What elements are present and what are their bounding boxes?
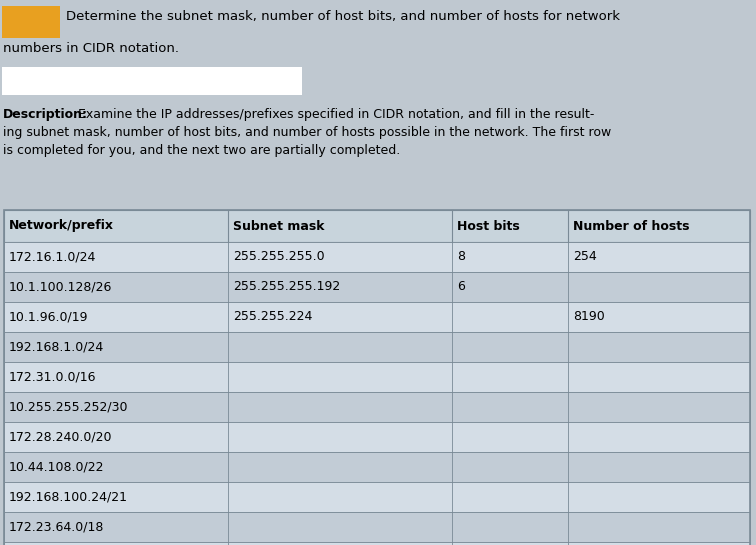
Bar — [4, 332, 750, 362]
Text: 172.28.240.0/20: 172.28.240.0/20 — [9, 431, 113, 444]
Bar — [4, 542, 750, 545]
Text: 255.255.255.0: 255.255.255.0 — [233, 251, 324, 263]
Text: 6: 6 — [457, 281, 465, 294]
Bar — [4, 302, 750, 332]
Bar — [2, 67, 302, 95]
Bar — [4, 210, 750, 545]
Bar — [2, 6, 60, 38]
Text: 192.168.1.0/24: 192.168.1.0/24 — [9, 341, 104, 354]
Text: 10.44.108.0/22: 10.44.108.0/22 — [9, 461, 104, 474]
Bar — [4, 210, 750, 242]
Text: 10.1.96.0/19: 10.1.96.0/19 — [9, 311, 88, 324]
Text: 172.31.0.0/16: 172.31.0.0/16 — [9, 371, 97, 384]
Bar — [4, 392, 750, 422]
Text: 8190: 8190 — [573, 311, 605, 324]
Bar — [4, 482, 750, 512]
Text: Determine the subnet mask, number of host bits, and number of hosts for network: Determine the subnet mask, number of hos… — [66, 10, 620, 23]
Text: 255.255.224: 255.255.224 — [233, 311, 312, 324]
Bar — [4, 452, 750, 482]
Text: 10.255.255.252/30: 10.255.255.252/30 — [9, 401, 129, 414]
Text: Description:: Description: — [3, 108, 88, 121]
Bar — [4, 272, 750, 302]
Bar — [4, 422, 750, 452]
Bar — [4, 362, 750, 392]
Text: is completed for you, and the next two are partially completed.: is completed for you, and the next two a… — [3, 144, 400, 157]
Bar — [4, 512, 750, 542]
Text: Host bits: Host bits — [457, 220, 520, 233]
Text: 192.168.100.24/21: 192.168.100.24/21 — [9, 490, 128, 504]
Text: Subnet mask: Subnet mask — [233, 220, 324, 233]
Bar — [4, 242, 750, 272]
Text: 172.16.1.0/24: 172.16.1.0/24 — [9, 251, 96, 263]
Text: 255.255.255.192: 255.255.255.192 — [233, 281, 340, 294]
Text: 172.23.64.0/18: 172.23.64.0/18 — [9, 520, 104, 534]
Text: 10.1.100.128/26: 10.1.100.128/26 — [9, 281, 113, 294]
Text: ing subnet mask, number of host bits, and number of hosts possible in the networ: ing subnet mask, number of host bits, an… — [3, 126, 612, 139]
Text: numbers in CIDR notation.: numbers in CIDR notation. — [3, 42, 179, 55]
Text: 8: 8 — [457, 251, 465, 263]
Text: Number of hosts: Number of hosts — [573, 220, 689, 233]
Text: 254: 254 — [573, 251, 596, 263]
Text: Examine the IP addresses/prefixes specified in CIDR notation, and fill in the re: Examine the IP addresses/prefixes specif… — [74, 108, 594, 121]
Text: Network/prefix: Network/prefix — [9, 220, 114, 233]
